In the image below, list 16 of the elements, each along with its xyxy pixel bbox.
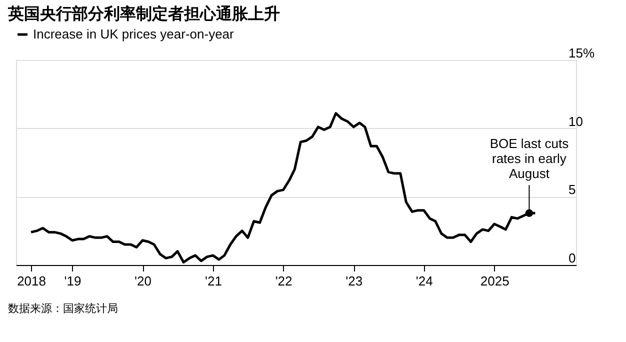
y-tick-label: 10 <box>568 114 583 129</box>
annotation: BOE last cuts rates in early August <box>490 136 570 182</box>
y-tick-label: 5 <box>568 182 576 198</box>
y-tick-label: 0 <box>568 250 576 266</box>
x-tick-label: '24 <box>416 274 433 288</box>
chart-title: 英国央行部分利率制定者担心通胀上升 <box>7 4 280 23</box>
x-tick-label: '23 <box>346 274 363 288</box>
x-tick-label: '21 <box>205 274 222 288</box>
y-tick-label: 15% <box>568 46 595 60</box>
source-note: 数据来源：国家统计局 <box>8 302 118 315</box>
x-tick-label: 2018 <box>17 274 46 288</box>
x-tick-label: '19 <box>64 274 82 288</box>
x-tick-label: 2025 <box>480 274 510 288</box>
x-tick-label: '22 <box>275 274 292 288</box>
legend-label: Increase in UK prices year-on-year <box>33 26 235 42</box>
x-tick-label: '20 <box>134 274 152 288</box>
